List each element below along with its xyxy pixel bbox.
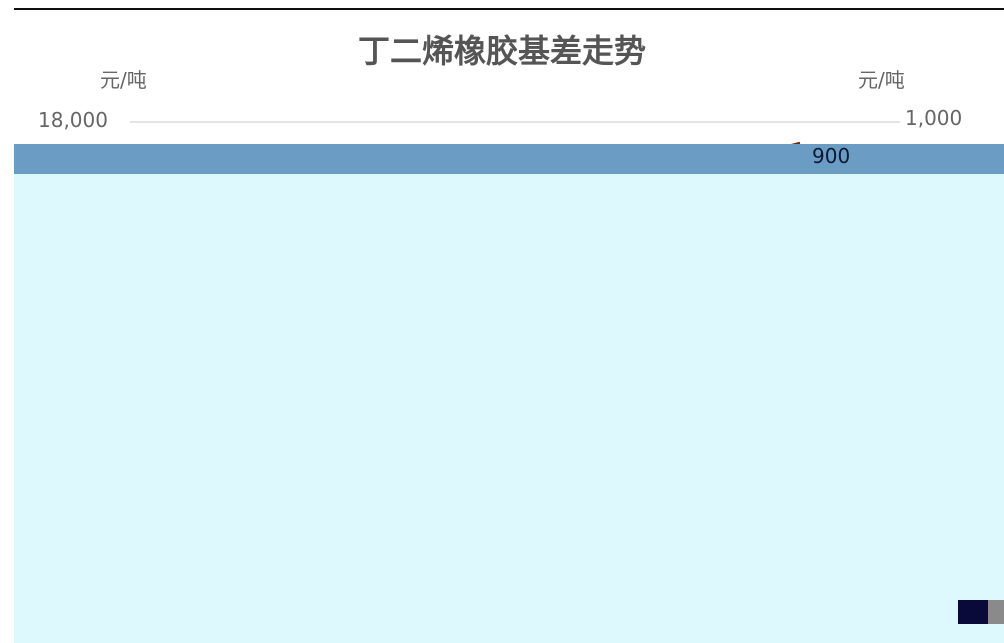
y-left-unit: 元/吨 bbox=[100, 68, 147, 92]
corner-block-dark bbox=[958, 600, 988, 624]
y-right-unit: 元/吨 bbox=[858, 68, 905, 92]
y-right-tick-label: 1,000 bbox=[905, 106, 963, 130]
y-left-tick-label: 18,000 bbox=[38, 108, 108, 132]
corner-block-gray bbox=[988, 600, 1004, 624]
overlay-band bbox=[14, 144, 1004, 174]
top-rule bbox=[14, 8, 1004, 10]
y-right-tick-label-900: 900 bbox=[812, 144, 851, 168]
chart-title: 丁二烯橡胶基差走势 bbox=[357, 32, 646, 70]
plot-area bbox=[14, 174, 1004, 643]
